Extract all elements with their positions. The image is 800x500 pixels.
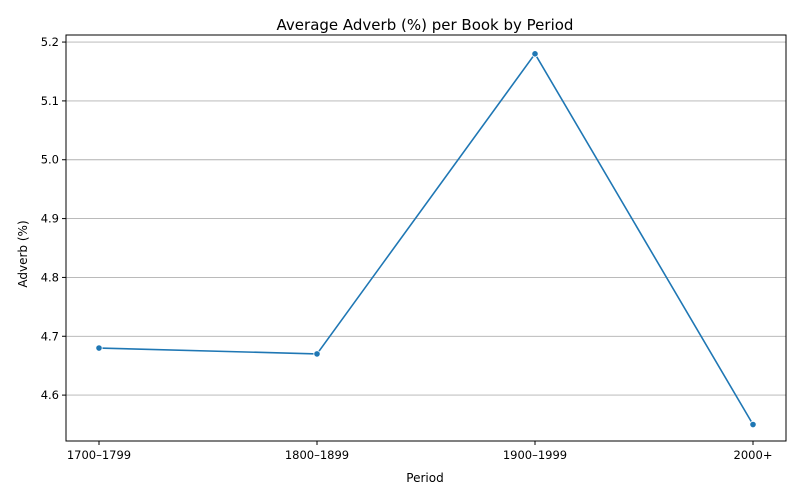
y-tick-label: 4.7 (41, 329, 59, 343)
x-axis-ticks: 1700–1799 1800–1899 1900–1999 2000+ (67, 441, 773, 462)
x-tick-label: 1900–1999 (503, 448, 567, 462)
series-line (98, 52, 754, 425)
y-tick-label: 5.2 (41, 35, 59, 49)
data-point (531, 50, 539, 58)
y-tick-label: 4.9 (41, 212, 59, 226)
x-tick-label: 1800–1899 (285, 448, 349, 462)
gridlines (66, 41, 786, 396)
y-axis-ticks: 4.6 4.7 4.8 4.9 5.0 5.1 5.2 (41, 35, 66, 402)
x-axis-label: Period (406, 471, 443, 485)
x-tick-label: 2000+ (734, 448, 773, 462)
series-layer (95, 50, 757, 429)
data-point (749, 420, 757, 429)
chart-title: Average Adverb (%) per Book by Period (277, 16, 574, 34)
y-tick-label: 5.0 (41, 153, 59, 167)
y-tick-label: 4.6 (41, 388, 59, 402)
y-axis-label: Adverb (%) (16, 220, 30, 287)
y-tick-label: 5.1 (41, 94, 59, 108)
plot-frame (65, 34, 787, 442)
y-tick-label: 4.8 (41, 270, 59, 284)
x-tick-label: 1700–1799 (67, 448, 131, 462)
data-point (313, 350, 321, 358)
data-point (95, 344, 103, 352)
